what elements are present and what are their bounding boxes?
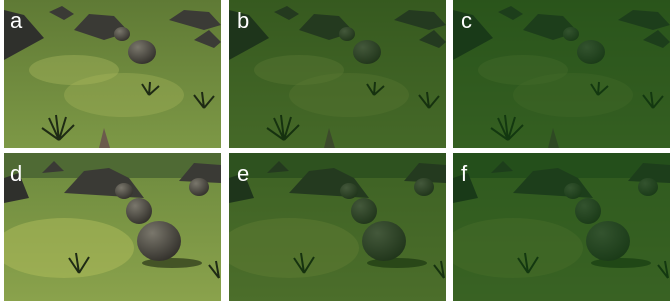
panel-label: d — [10, 161, 22, 186]
panel-label: a — [10, 8, 23, 33]
panel-e: e — [219, 153, 446, 301]
panel-a: a — [4, 0, 221, 148]
panel-label: b — [237, 8, 249, 33]
panel-f: f — [443, 153, 670, 301]
panel-label: e — [237, 161, 249, 186]
panel-label: f — [461, 161, 468, 186]
panel-label: c — [461, 8, 472, 33]
figure: a b c d e f — [0, 0, 670, 301]
panel-c: c — [453, 0, 670, 148]
panel-d: d — [0, 153, 221, 301]
panel-b: b — [229, 0, 446, 148]
